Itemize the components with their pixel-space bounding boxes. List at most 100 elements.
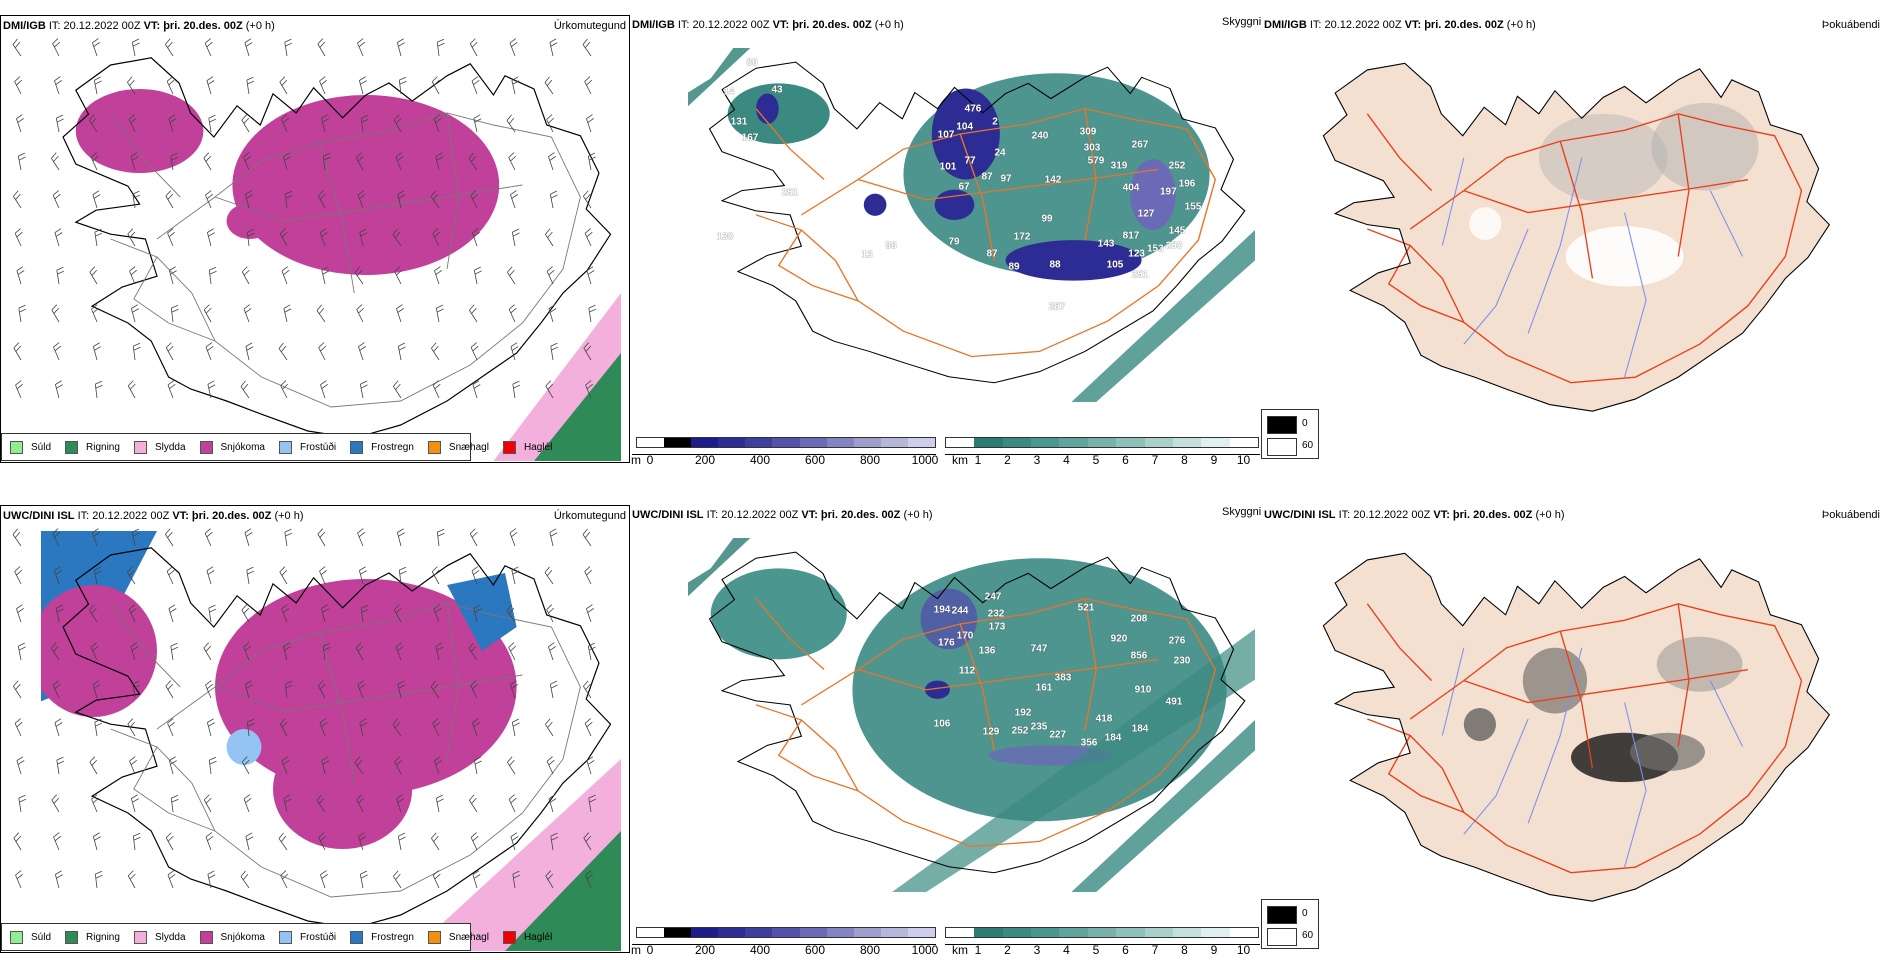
wind-barb-staff (207, 874, 212, 889)
wind-barb-staff (16, 760, 22, 775)
wind-barb-feather (473, 79, 480, 85)
wind-barb (53, 832, 62, 851)
wind-barb-feather (281, 569, 288, 576)
wind-barb-feather (436, 156, 444, 161)
wind-barb-staff (548, 798, 554, 813)
wind-barb-feather (586, 721, 593, 728)
map-value-label: 194 (933, 604, 951, 616)
forecast-row-uwc: UWC/DINI ISL IT: 20.12.2022 00Z VT: þri.… (0, 490, 1900, 960)
wind-barb-feather (208, 232, 215, 237)
road-line (959, 133, 995, 261)
wind-barb (54, 870, 63, 889)
wind-barb-feather (168, 569, 175, 576)
wind-barb-feather (396, 304, 403, 310)
wind-barb (512, 870, 521, 889)
wind-barb (396, 38, 405, 57)
wind-barb-feather (17, 760, 25, 765)
wind-barb (583, 680, 592, 699)
wind-barb-feather (205, 832, 213, 838)
wind-barb-staff (55, 608, 60, 623)
wind-barb-feather (474, 118, 482, 123)
wind-barb (92, 528, 100, 547)
wind-barb-feather (433, 114, 441, 120)
init-time: IT: 20.12.2022 00Z (1309, 19, 1402, 31)
wind-barb-feather (284, 38, 292, 43)
wind-barb-feather (240, 870, 246, 877)
wind-barb-staff (244, 194, 250, 209)
wind-barb (510, 190, 518, 209)
wind-barb-feather (133, 832, 141, 837)
wind-barb-staff (588, 308, 592, 323)
precip-type-legend: Súld Rigning Slydda Snjókoma Frostúði Frostre… (1, 433, 552, 461)
wind-barb-feather (92, 38, 99, 44)
wind-barb (128, 114, 137, 133)
wind-barb-feather (243, 642, 250, 648)
wind-barb-feather (512, 380, 520, 385)
wind-barb-feather (52, 38, 59, 44)
wind-barb-feather (470, 190, 477, 196)
map-value-label: 319 (1110, 160, 1128, 172)
wind-barb (131, 38, 140, 57)
wind-barb-feather (547, 873, 554, 880)
legend-item: Frostregn (350, 930, 414, 944)
road-line (110, 602, 181, 688)
wind-barb (549, 680, 558, 699)
wind-barb-feather (474, 608, 482, 613)
wind-barb (55, 604, 64, 623)
map-value-label: 87 (981, 171, 993, 183)
wind-barb (204, 38, 213, 57)
map-value-label: 170 (956, 630, 974, 642)
wind-barb-staff (246, 722, 250, 737)
wind-barb-staff (435, 156, 440, 171)
wind-barb-staff (319, 570, 326, 585)
wind-barb-staff (18, 308, 22, 323)
wind-barb-feather (398, 532, 405, 537)
wind-barb-staff (549, 684, 554, 699)
wind-barb-staff (433, 118, 440, 133)
fog-area (1651, 102, 1759, 191)
low-visibility-area (727, 83, 830, 145)
wind-barb-staff (129, 760, 136, 775)
wind-barb (165, 342, 174, 361)
wind-barb-feather (583, 342, 590, 349)
wind-barb (472, 380, 481, 399)
low-cloud-area (1005, 240, 1142, 281)
legend-label: Slydda (154, 931, 186, 943)
colorbar-segment (1172, 928, 1202, 937)
map-value-label: 196 (1178, 178, 1196, 190)
wind-barb-feather (245, 532, 253, 537)
map-value-label: 251 (781, 187, 799, 199)
wind-barb (15, 380, 24, 399)
wind-barb (93, 566, 102, 585)
wind-barb-staff (168, 270, 174, 285)
colorbar-segment (1229, 928, 1258, 937)
wind-barb (18, 794, 27, 813)
wind-barb-staff (168, 118, 174, 133)
wind-barb-feather (397, 308, 404, 313)
wind-barb-staff (356, 799, 364, 813)
wind-barb (167, 380, 176, 399)
wind-barb-feather (18, 642, 25, 647)
fog-area (1565, 226, 1684, 287)
wind-barb-staff (128, 119, 136, 133)
wind-barb (243, 642, 252, 661)
road-line (110, 112, 181, 198)
wind-barb-staff (393, 386, 402, 399)
wind-barb-staff (394, 761, 402, 775)
colorbar-segment (1116, 928, 1145, 937)
wind-barb (320, 114, 329, 133)
wind-barb-feather (244, 528, 252, 533)
wind-barb-staff (243, 646, 250, 661)
wind-barb-staff (281, 118, 288, 133)
wind-barb (132, 342, 141, 361)
wind-barb (586, 114, 594, 133)
wind-barb-staff (396, 798, 402, 813)
wind-barb-feather (206, 76, 214, 81)
wind-barb-feather (241, 266, 248, 273)
wind-barb (132, 190, 141, 209)
wind-barb-staff (358, 346, 364, 361)
wind-barb (208, 604, 217, 623)
wind-barb (317, 190, 326, 209)
map-value-label: 2 (992, 116, 998, 128)
wind-barb-feather (397, 38, 404, 43)
